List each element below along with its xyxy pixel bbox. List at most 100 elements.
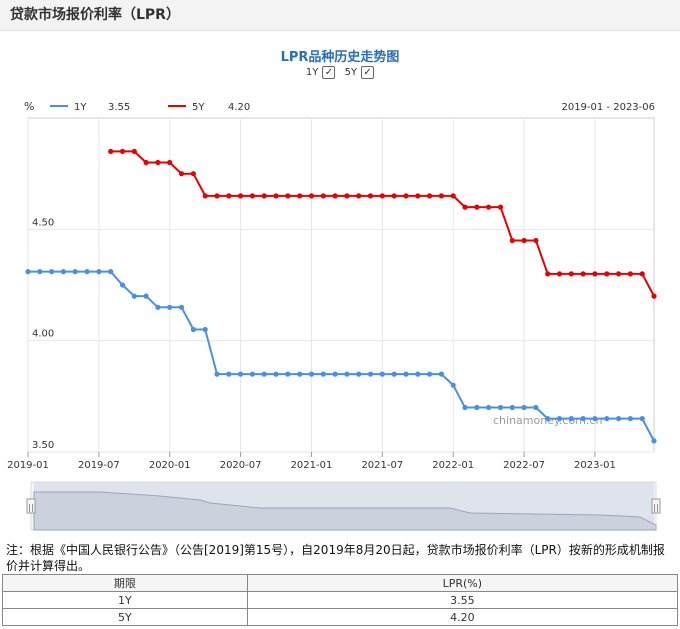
series-5y-point xyxy=(238,193,244,199)
date-range-label: 2019-01 - 2023-06 xyxy=(561,102,655,113)
series-5y-point xyxy=(320,193,326,199)
series-1y-point xyxy=(556,416,563,422)
series-1y-point xyxy=(474,404,480,411)
series-1y-point xyxy=(202,326,208,333)
navigator-right-handle[interactable] xyxy=(651,498,661,514)
series-1y-point xyxy=(238,371,244,377)
series-1y-point xyxy=(108,269,114,275)
x-tick-label: 2023-01 xyxy=(574,460,616,471)
series-5y-point xyxy=(556,271,563,277)
series-1y-point xyxy=(379,371,385,377)
series-1y-point xyxy=(533,404,539,411)
series-1y-point xyxy=(616,416,622,422)
series-1y-point xyxy=(639,416,645,422)
series-5y-point xyxy=(474,204,480,210)
series xyxy=(25,148,657,444)
y-tick-label: 4.50 xyxy=(32,217,54,228)
series-5y-point xyxy=(627,271,634,277)
x-tick-label: 2022-01 xyxy=(432,460,474,471)
toggle-5y-checkbox[interactable]: ✓ xyxy=(361,66,375,79)
series-5y-point xyxy=(367,193,374,199)
table-cell-rate: 4.20 xyxy=(246,608,679,626)
x-tick-label: 2020-01 xyxy=(149,460,191,471)
series-5y-point xyxy=(178,171,185,177)
y-tick-label: 3.50 xyxy=(32,440,54,451)
toggle-1y-checkbox[interactable]: ✓ xyxy=(322,66,336,79)
series-5y-point xyxy=(226,193,232,199)
navigator-series-outline xyxy=(33,491,657,531)
series-1y-point xyxy=(226,371,232,377)
table-header-lpr: LPR(%) xyxy=(246,574,679,592)
series-toggles: 1Y ✓ 5Y ✓ xyxy=(0,66,680,79)
toggle-1y-label: 1Y xyxy=(305,67,319,78)
series-1y-point xyxy=(96,269,102,275)
series-5y-point xyxy=(568,271,574,277)
series-5y-point xyxy=(651,293,657,299)
series-5y-point xyxy=(344,193,350,199)
lpr-table: 期限 LPR(%) 1Y 3.55 5Y 4.20 xyxy=(2,574,679,626)
chart-title: LPR品种历史走势图 xyxy=(280,50,400,65)
axes: 2019-01 2019-07 2020-01 2020-07 2021-01 2021-… xyxy=(7,217,616,471)
footnote: 注：根据《中国人民银行公告》（公告[2019]第15号），自2019年8月20日… xyxy=(6,543,665,573)
series-5y-point xyxy=(356,193,362,199)
series-5y-point xyxy=(545,271,551,277)
series-1y-point xyxy=(49,269,55,275)
series-1y-point xyxy=(450,382,456,388)
series-5y-point xyxy=(450,193,456,199)
toggle-5y[interactable]: 5Y ✓ xyxy=(344,66,375,79)
series-5y-point xyxy=(486,204,492,210)
series-5y-point xyxy=(155,159,161,166)
series-5y-point xyxy=(202,193,208,199)
series-1y-point xyxy=(119,282,126,288)
series-1y-point xyxy=(167,304,173,310)
lpr-chart: % 1Y 3.55 5Y 4.20 2019-01 - 2023-06 2019… xyxy=(7,100,661,531)
series-1y-point xyxy=(509,404,515,411)
series-5y-point xyxy=(462,204,468,210)
toggle-5y-label: 5Y xyxy=(344,67,358,78)
series-1y-point xyxy=(190,326,196,333)
series-1y-point xyxy=(604,416,610,422)
series-1y-point xyxy=(521,404,527,411)
series-1y-point xyxy=(356,371,362,377)
series-5y-point xyxy=(616,271,622,277)
series-5y-point xyxy=(592,271,598,277)
series-1y-point xyxy=(285,371,291,377)
x-tick-label: 2021-01 xyxy=(291,460,333,471)
legend-1y-name: 1Y xyxy=(74,102,87,113)
series-1y-point xyxy=(72,269,78,275)
series-1y-point xyxy=(651,438,657,444)
series-1y-point xyxy=(415,371,421,377)
series-5y-point xyxy=(143,159,149,166)
legend-5y-name: 5Y xyxy=(192,102,205,113)
series-1y-point xyxy=(568,416,574,422)
table-cell-term: 1Y xyxy=(2,591,248,609)
series-5y-point xyxy=(167,159,173,166)
series-1y-point xyxy=(545,416,551,422)
toggle-1y[interactable]: 1Y ✓ xyxy=(305,66,336,79)
series-1y-point xyxy=(427,371,433,377)
series-5y-point xyxy=(297,193,303,199)
series-5y-point xyxy=(108,148,114,154)
series-1y-point xyxy=(320,371,326,377)
series-1y-point xyxy=(497,404,504,411)
series-5y-point xyxy=(533,237,539,244)
series-1y-point xyxy=(438,371,444,377)
grid xyxy=(27,118,654,453)
series-1y-point xyxy=(249,371,255,377)
header-bar: 贷款市场报价利率（LPR） xyxy=(0,0,680,31)
table-cell-rate: 3.55 xyxy=(246,591,679,609)
series-1y-point xyxy=(592,416,598,422)
series-1y-point xyxy=(308,371,315,377)
x-tick-label: 2020-07 xyxy=(220,460,262,471)
series-5y-point xyxy=(438,193,444,199)
series-1y-point xyxy=(84,269,90,275)
series-1y-point xyxy=(344,371,350,377)
series-5y-point xyxy=(379,193,385,199)
x-tick-label: 2019-01 xyxy=(7,460,49,471)
series-5y-point xyxy=(427,193,433,199)
navigator-left-handle[interactable] xyxy=(26,498,36,514)
series-5y-point xyxy=(509,237,515,244)
table-cell-term: 5Y xyxy=(2,608,248,626)
series-1y-point xyxy=(580,416,586,422)
series-1y-point xyxy=(367,371,374,377)
